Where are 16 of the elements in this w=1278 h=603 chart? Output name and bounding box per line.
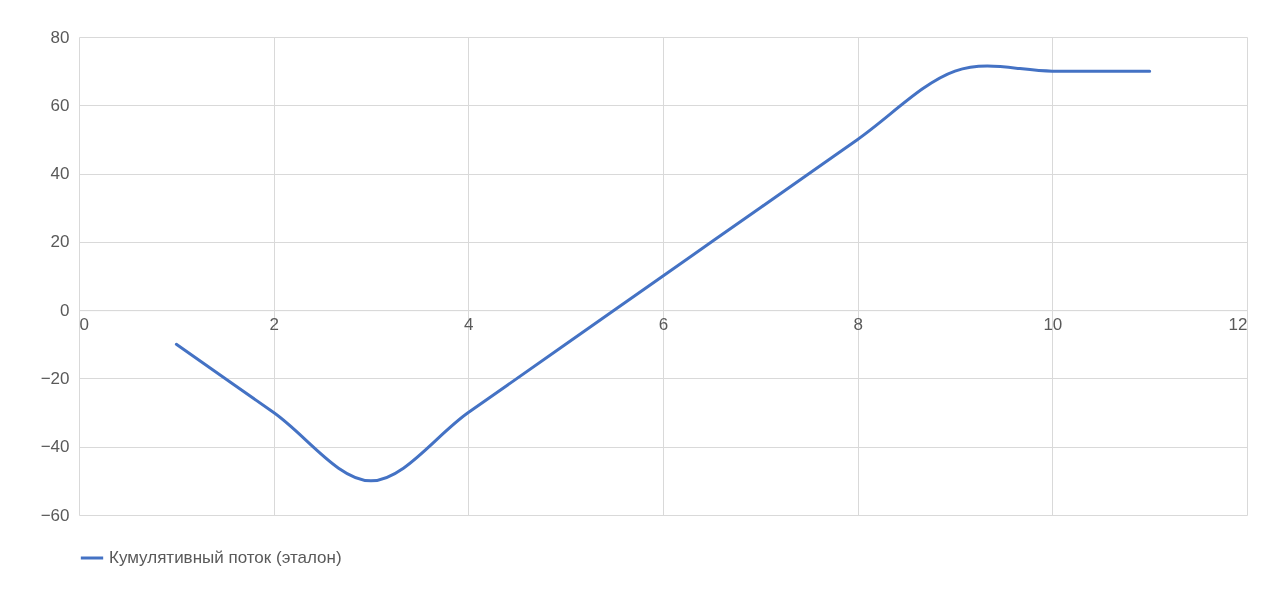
y-tick-label: −40 xyxy=(40,437,70,457)
y-tick-label: 0 xyxy=(60,300,70,320)
legend-label: Кумулятивный поток (эталон) xyxy=(109,548,342,567)
y-tick-label: 40 xyxy=(50,164,70,184)
x-tick-label: 6 xyxy=(658,314,669,334)
x-tick-label: 10 xyxy=(1043,314,1063,334)
x-tick-label: 4 xyxy=(464,314,474,334)
y-tick-label: 80 xyxy=(50,27,70,47)
y-tick-label: 60 xyxy=(50,95,70,115)
x-tick-label: 2 xyxy=(269,314,279,334)
y-tick-label: −20 xyxy=(40,368,70,388)
x-tick-label: 0 xyxy=(79,314,89,334)
x-tick-label: 8 xyxy=(853,314,863,334)
y-tick-label: 20 xyxy=(50,232,70,252)
y-tick-label: −60 xyxy=(40,505,70,525)
x-tick-label: 12 xyxy=(1228,314,1248,334)
